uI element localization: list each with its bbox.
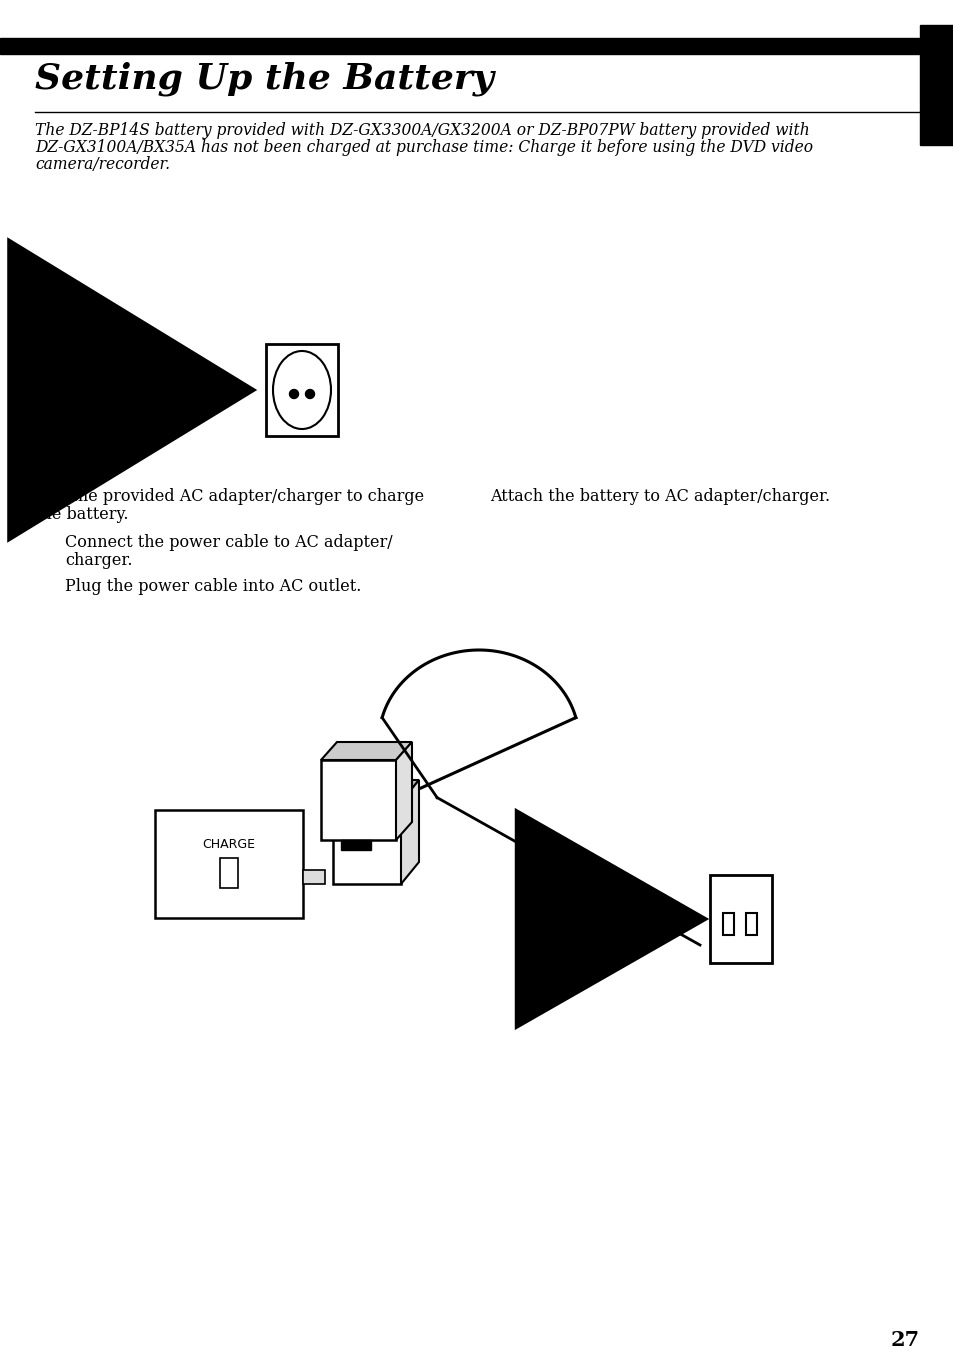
Polygon shape	[140, 357, 184, 366]
Bar	[184, 400, 204, 406]
Polygon shape	[140, 412, 184, 423]
Bar	[96, 384, 118, 396]
Text: 27: 27	[890, 1330, 919, 1351]
Text: the battery.: the battery.	[35, 506, 129, 523]
Bar	[266, 343, 337, 435]
Bar	[722, 913, 733, 936]
Polygon shape	[333, 780, 418, 802]
Text: Use the provided AC adapter/charger to charge: Use the provided AC adapter/charger to c…	[35, 488, 424, 506]
Bar	[340, 840, 371, 850]
Bar	[709, 875, 771, 963]
Circle shape	[289, 389, 298, 399]
Text: CHARGE: CHARGE	[202, 838, 255, 850]
Bar	[337, 783, 366, 803]
Bar	[919, 24, 953, 145]
Text: Plug the power cable into AC outlet.: Plug the power cable into AC outlet.	[65, 579, 361, 595]
Text: Setting Up the Battery: Setting Up the Battery	[35, 62, 494, 96]
Polygon shape	[400, 780, 418, 884]
Bar	[154, 810, 303, 918]
Polygon shape	[320, 742, 412, 760]
Polygon shape	[395, 742, 412, 840]
Text: charger.: charger.	[65, 552, 132, 569]
Text: DZ-GX3100A/BX35A has not been charged at purchase time: Charge it before using t: DZ-GX3100A/BX35A has not been charged at…	[35, 139, 812, 155]
Text: The DZ-BP14S battery provided with DZ-GX3300A/GX3200A or DZ-BP07PW battery provi: The DZ-BP14S battery provided with DZ-GX…	[35, 122, 809, 139]
Text: camera/recorder.: camera/recorder.	[35, 155, 170, 173]
Text: Attach the battery to AC adapter/charger.: Attach the battery to AC adapter/charger…	[490, 488, 829, 506]
Bar	[0, 38, 919, 54]
Polygon shape	[118, 379, 138, 402]
Bar	[184, 387, 204, 392]
Bar	[333, 802, 400, 884]
Bar	[220, 859, 237, 888]
Text: Connect the power cable to AC adapter/: Connect the power cable to AC adapter/	[65, 534, 393, 552]
Circle shape	[305, 389, 314, 399]
Bar	[303, 869, 325, 884]
Bar	[745, 913, 757, 936]
Bar	[320, 760, 395, 840]
Bar	[663, 910, 678, 927]
Bar	[138, 366, 180, 412]
